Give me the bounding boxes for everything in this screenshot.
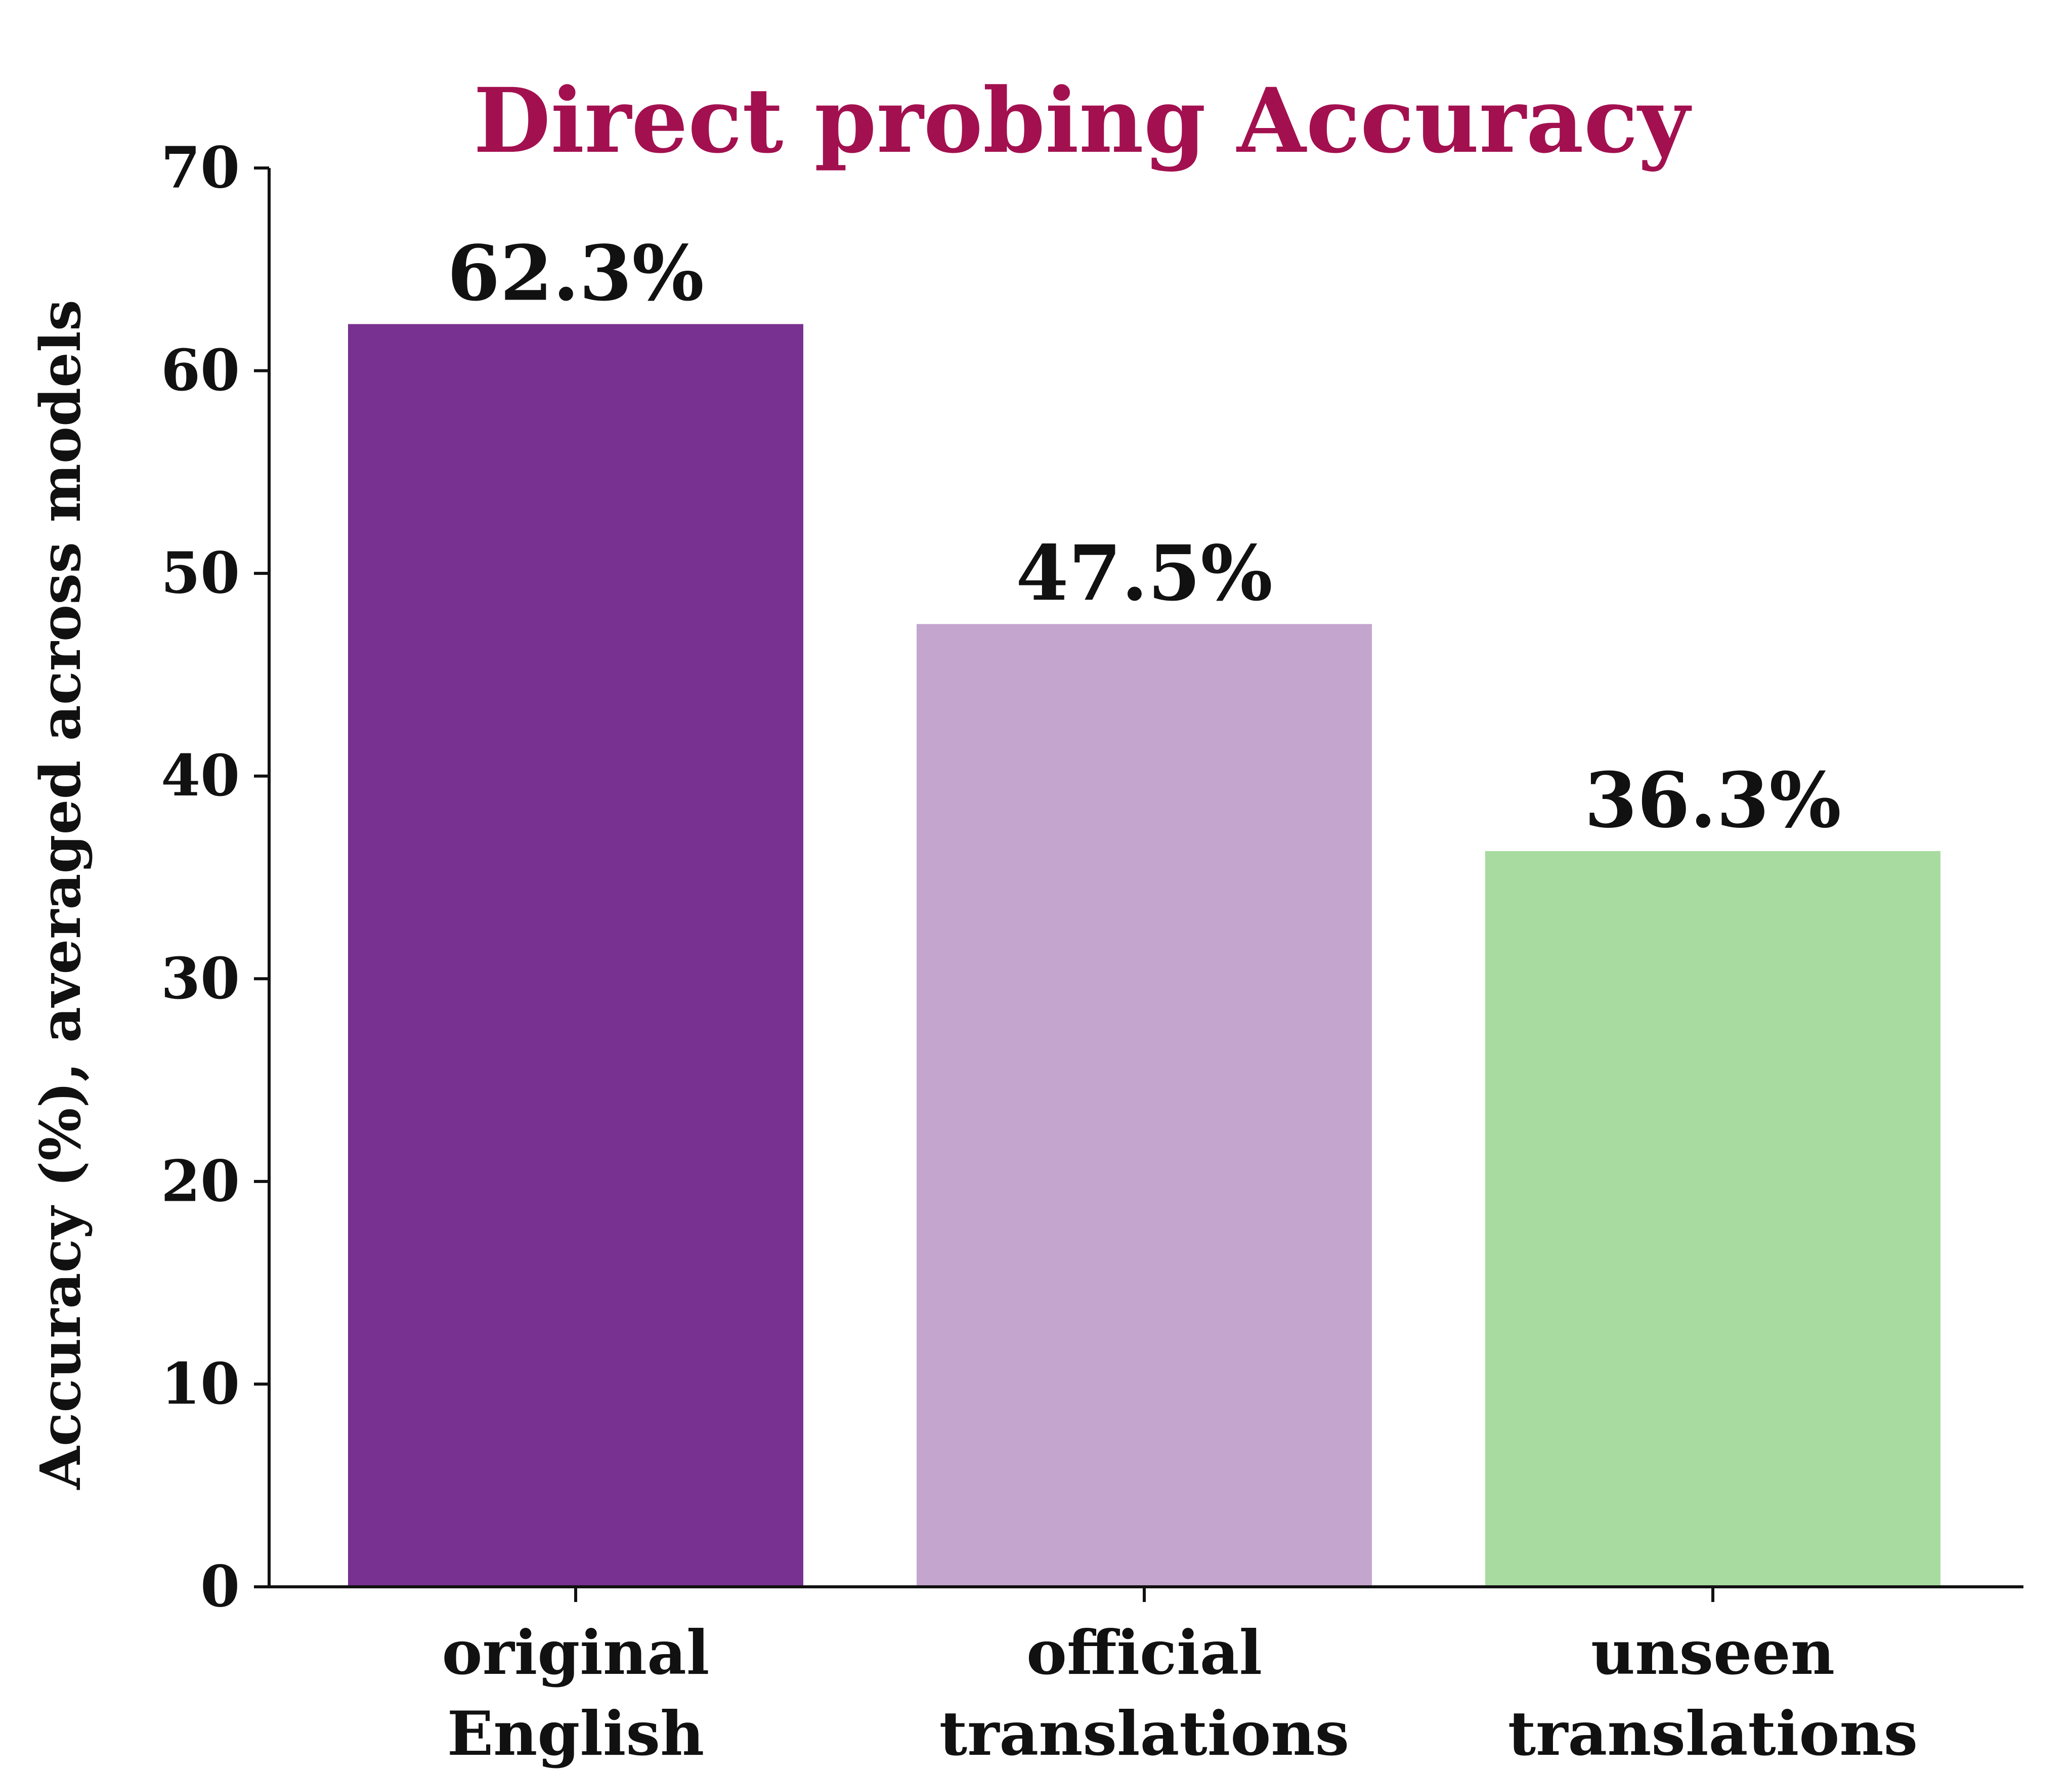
y-tick-label-40: 40 <box>161 743 240 809</box>
y-tick-label-0: 0 <box>200 1554 240 1620</box>
x-category-label-2-1: translations <box>1508 1698 1918 1769</box>
x-category-label-0-0: original <box>442 1617 710 1689</box>
y-tick-label-10: 10 <box>161 1351 240 1417</box>
bar-1 <box>917 624 1372 1587</box>
x-category-label-0-1: English <box>447 1698 705 1769</box>
x-category-label-1-0: official <box>1026 1617 1262 1689</box>
y-tick-label-70: 70 <box>161 135 240 201</box>
data-label-0: 62.3% <box>447 229 704 318</box>
x-category-label-2-0: unseen <box>1591 1617 1835 1689</box>
bar-0 <box>348 324 803 1587</box>
data-label-2: 36.3% <box>1584 756 1841 845</box>
plot-area: 0 10 20 30 40 50 60 70 original English 62.3% offic… <box>161 135 2023 1769</box>
y-tick-label-20: 20 <box>161 1148 240 1214</box>
y-tick-label-50: 50 <box>161 540 240 607</box>
y-tick-label-60: 60 <box>161 338 240 404</box>
y-tick-label-30: 30 <box>161 946 240 1012</box>
data-label-1: 47.5% <box>1016 529 1273 618</box>
bar-2 <box>1485 851 1940 1587</box>
chart-title: Direct probing Accuracy <box>473 68 1692 173</box>
y-axis-label: Accuracy (%), averaged across models <box>28 300 93 1490</box>
x-category-label-1-1: translations <box>939 1698 1349 1769</box>
